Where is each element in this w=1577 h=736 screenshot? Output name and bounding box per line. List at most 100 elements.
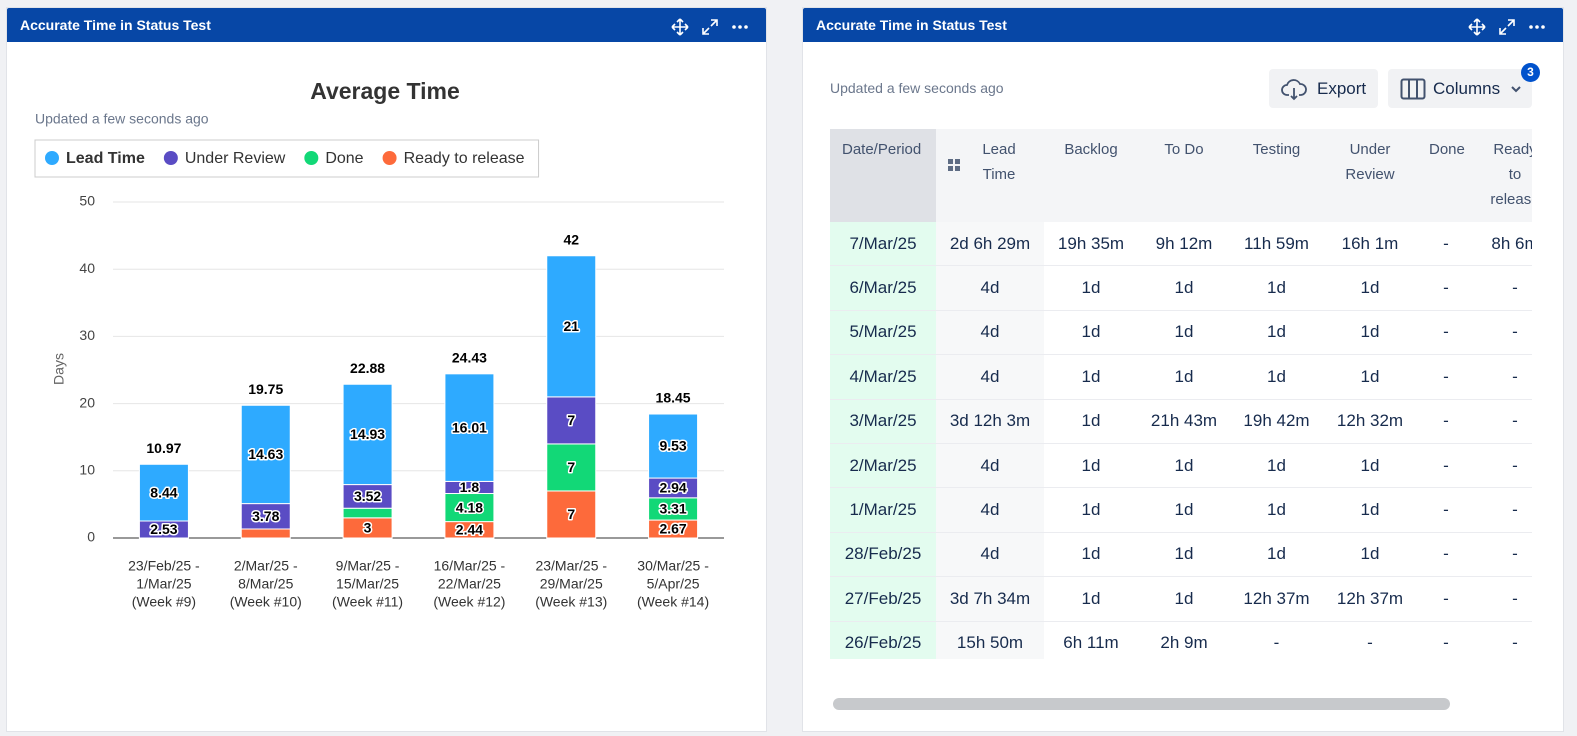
legend-swatch [304, 151, 319, 165]
table-cell: 4d [936, 265, 1044, 311]
total-label: 42 [563, 231, 579, 247]
expand-icon[interactable] [700, 17, 720, 37]
x-tick-label: (Week #9) [132, 594, 196, 610]
table-cell: 4d [936, 443, 1044, 489]
data-label: 1.8 [460, 479, 480, 495]
panel-header: Accurate Time in Status Test [7, 8, 766, 42]
header-label: Backlog [1064, 141, 1118, 158]
x-tick-label: 9/Mar/25 - [336, 558, 400, 574]
columns-badge: 3 [1521, 63, 1540, 82]
bar-segment [546, 255, 597, 398]
horizontal-scrollbar[interactable] [833, 698, 1450, 710]
table-cell: - [1417, 399, 1475, 444]
table-cell: - [1417, 576, 1475, 622]
data-label: 14.93 [350, 426, 385, 442]
table-cell: 1d [1230, 532, 1323, 578]
table-cell: 1d [1138, 265, 1230, 311]
panel-icons [1461, 15, 1547, 49]
y-axis-label: Days [51, 353, 67, 385]
export-button[interactable]: Export [1269, 69, 1378, 108]
table-cell: 8h 6m [1475, 222, 1532, 267]
table-cell: 1d [1044, 576, 1138, 622]
data-label: 7 [567, 412, 575, 428]
legend-swatch [45, 151, 59, 165]
table-cell: 1d [1323, 354, 1417, 400]
header-label: Date/Period [842, 141, 922, 158]
header-label: Done [1429, 141, 1465, 158]
table-cell: 1d [1323, 310, 1417, 356]
y-tick-label: 0 [87, 529, 95, 545]
table-body: 7/Mar/25 2d 6h 29m 19h 35m 9h 12m 11h 59m 16h… [830, 222, 1532, 659]
x-tick-label: (Week #13) [535, 594, 607, 610]
table-cell: 19h 42m [1230, 399, 1323, 444]
data-label: 7 [567, 459, 575, 475]
more-icon[interactable] [1527, 17, 1547, 37]
data-label: 21 [563, 318, 579, 334]
x-tick-label: 29/Mar/25 [540, 576, 603, 592]
table-cell: 1d [1138, 310, 1230, 356]
bar-segment [138, 463, 189, 522]
data-label: 7 [567, 506, 575, 522]
bar-segment [444, 493, 495, 523]
table-cell: - [1417, 621, 1475, 659]
data-label: 3.31 [659, 501, 686, 517]
table-row: 2/Mar/25 4d 1d 1d 1d 1d - - [830, 443, 1532, 489]
table-cell: - [1475, 265, 1532, 311]
total-label: 18.45 [656, 390, 691, 406]
table-cell: 1d [1044, 265, 1138, 311]
column-header: To Do [1138, 129, 1230, 222]
table-cell: 3/Mar/25 [830, 399, 936, 444]
column-header: Ready to release [1475, 129, 1532, 222]
more-icon[interactable] [730, 17, 750, 37]
y-tick-label: 50 [79, 193, 95, 209]
table-cell: - [1475, 621, 1532, 659]
table-cell: 26/Feb/25 [830, 621, 936, 659]
table-panel: Accurate Time in Status Test Updated a f… [803, 8, 1563, 731]
data-label: 16.01 [452, 419, 487, 435]
table-cell: 1/Mar/25 [830, 487, 936, 533]
data-label: 2.67 [659, 521, 686, 537]
total-label: 22.88 [350, 360, 385, 376]
chart-panel: Accurate Time in Status Test Average Tim… [7, 8, 766, 731]
expand-icon[interactable] [1497, 17, 1517, 37]
bar-segment [240, 404, 291, 505]
table-cell: - [1417, 532, 1475, 578]
table-cell: - [1475, 399, 1532, 444]
move-icon[interactable] [1467, 17, 1487, 37]
table-cell: 3d 12h 3m [936, 399, 1044, 444]
bar-segment [648, 413, 699, 479]
table-cell: 19h 35m [1044, 222, 1138, 267]
drag-icon[interactable] [948, 159, 960, 171]
cloud-icon [1281, 79, 1307, 101]
table-cell: - [1417, 265, 1475, 311]
table-cell: 21h 43m [1138, 399, 1230, 444]
table-cell: - [1475, 487, 1532, 533]
data-label: 4.18 [456, 499, 483, 515]
table-cell: - [1323, 621, 1417, 659]
table-cell: 2d 6h 29m [936, 222, 1044, 267]
bar-segment [444, 373, 495, 482]
table-row: 1/Mar/25 4d 1d 1d 1d 1d - - [830, 487, 1532, 533]
bar-segment [546, 396, 597, 445]
y-tick-label: 10 [79, 462, 95, 478]
chart: Average Time Updated a few seconds ago D… [34, 78, 724, 610]
x-tick-label: 5/Apr/25 [647, 576, 700, 592]
data-label: 3 [364, 520, 372, 536]
table-cell: 12h 37m [1230, 576, 1323, 622]
columns-label: Columns [1433, 79, 1501, 98]
column-header: Backlog [1044, 129, 1138, 222]
data-label: 8.44 [150, 484, 177, 500]
column-header: Testing [1230, 129, 1323, 222]
x-tick-label: 22/Mar/25 [438, 576, 501, 592]
data-label: 9.53 [659, 438, 686, 454]
data-label: 3.52 [354, 488, 381, 504]
table-row: 28/Feb/25 4d 1d 1d 1d 1d - - [830, 532, 1532, 578]
table-row: 27/Feb/25 3d 7h 34m 1d 1d 12h 37m 12h 37m - - [830, 576, 1532, 622]
table-cell: 12h 32m [1323, 399, 1417, 444]
table-cell: 1d [1138, 487, 1230, 533]
columns-button[interactable]: Columns [1388, 69, 1532, 108]
move-icon[interactable] [670, 17, 690, 37]
bar-segment [546, 443, 597, 492]
table-cell: 5/Mar/25 [830, 310, 936, 356]
